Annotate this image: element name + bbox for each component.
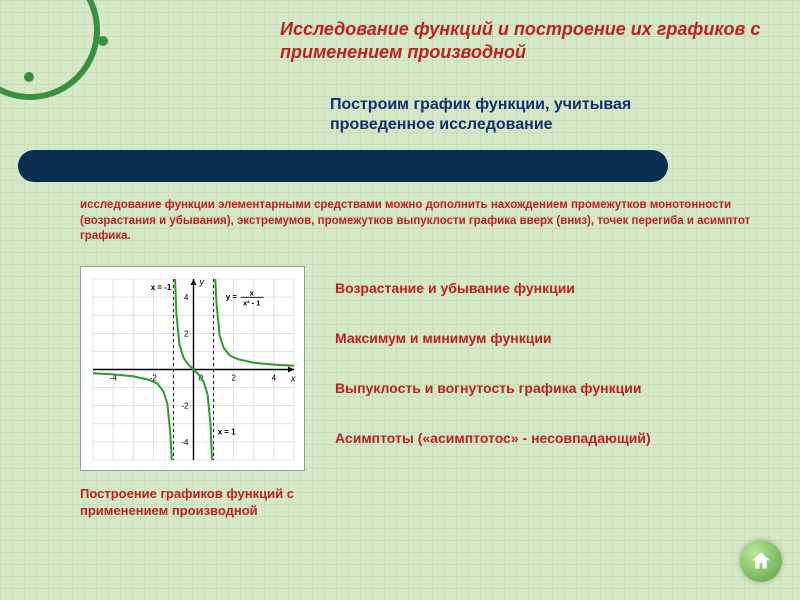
svg-text:2: 2 [231, 374, 236, 383]
topic-item: Возрастание и убывание функции [335, 280, 770, 296]
body-paragraph: исследование функции элементарными средс… [80, 198, 760, 245]
topic-item: Максимум и минимум функции [335, 330, 770, 346]
svg-text:4: 4 [184, 293, 189, 302]
slide-subtitle: Построим график функции, учитывая провед… [330, 95, 740, 135]
function-chart: -4-224-4-2240xyx = -1x = 1y =xx² - 1 [80, 266, 305, 471]
svg-text:-2: -2 [181, 402, 189, 411]
svg-text:2: 2 [184, 329, 189, 338]
decor-dot [98, 36, 108, 46]
svg-text:x: x [290, 374, 296, 384]
svg-text:y: y [199, 277, 205, 287]
decor-dot [24, 72, 34, 82]
svg-text:x = -1: x = -1 [151, 283, 172, 292]
topic-item: Асимптоты («асимптотос» - несовпадающий) [335, 430, 770, 446]
svg-text:-4: -4 [181, 438, 189, 447]
svg-text:y =: y = [226, 292, 238, 301]
home-icon [750, 550, 772, 572]
svg-text:x = 1: x = 1 [218, 428, 237, 437]
slide: Исследование функций и построение их гра… [0, 0, 800, 600]
topic-item: Выпуклость и вогнутость графика функции [335, 380, 770, 396]
home-button[interactable] [740, 540, 782, 582]
slide-title: Исследование функций и построение их гра… [280, 18, 770, 63]
svg-text:4: 4 [272, 374, 277, 383]
svg-text:x² - 1: x² - 1 [243, 298, 261, 307]
chart-caption: Построение графиков функций с применение… [80, 486, 330, 520]
decor-pill [18, 150, 668, 182]
chart-svg: -4-224-4-2240xyx = -1x = 1y =xx² - 1 [81, 267, 306, 472]
decor-arc [0, 0, 116, 116]
